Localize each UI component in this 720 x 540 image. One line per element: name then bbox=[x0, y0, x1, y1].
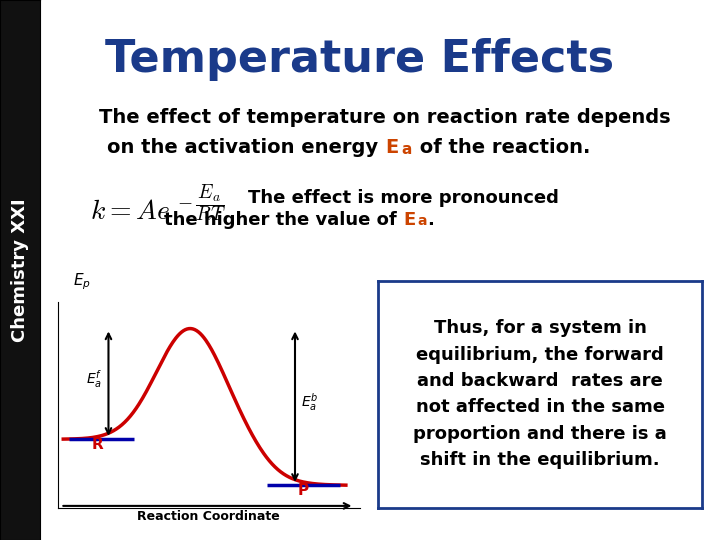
Text: Temperature Effects: Temperature Effects bbox=[105, 38, 615, 81]
Text: Chemistry XXI: Chemistry XXI bbox=[11, 198, 29, 342]
Text: on the activation energy: on the activation energy bbox=[107, 138, 385, 157]
Text: The effect is more pronounced: The effect is more pronounced bbox=[248, 189, 559, 207]
Text: Thus, for a system in
equilibrium, the forward
and backward  rates are
not affec: Thus, for a system in equilibrium, the f… bbox=[413, 319, 667, 469]
Text: the higher the value of: the higher the value of bbox=[164, 211, 403, 228]
Text: of the reaction.: of the reaction. bbox=[413, 138, 590, 157]
Text: E: E bbox=[403, 211, 415, 228]
Text: P: P bbox=[298, 483, 309, 498]
Text: $k = Ae^{\,-\dfrac{E_a}{RT}}$: $k = Ae^{\,-\dfrac{E_a}{RT}}$ bbox=[90, 185, 227, 226]
Text: a: a bbox=[418, 214, 427, 228]
Text: $E_p$: $E_p$ bbox=[73, 272, 91, 292]
Text: .: . bbox=[427, 211, 434, 228]
Text: The effect of temperature on reaction rate depends: The effect of temperature on reaction ra… bbox=[99, 108, 671, 127]
Text: $E_a^b$: $E_a^b$ bbox=[301, 391, 318, 413]
Text: E: E bbox=[385, 138, 398, 157]
Text: $E_a^f$: $E_a^f$ bbox=[86, 368, 102, 390]
Text: a: a bbox=[401, 142, 411, 157]
Text: R: R bbox=[91, 437, 103, 452]
X-axis label: Reaction Coordinate: Reaction Coordinate bbox=[138, 510, 280, 523]
